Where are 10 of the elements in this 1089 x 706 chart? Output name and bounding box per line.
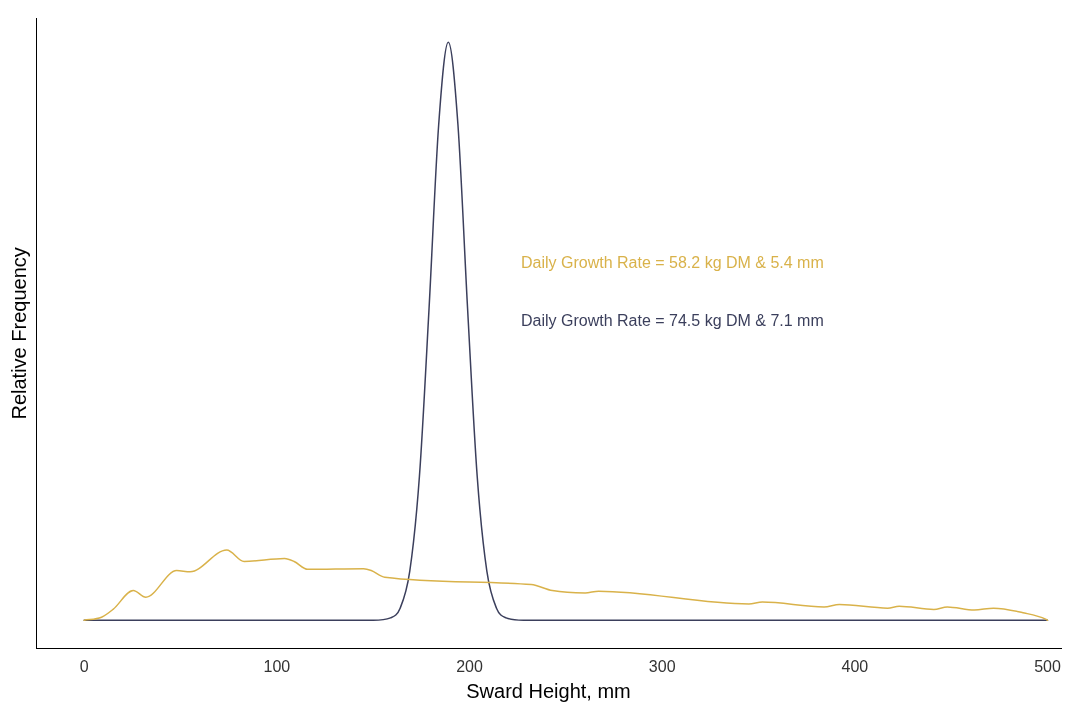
x-tick-label: 500 — [1034, 657, 1061, 675]
x-tick-label: 400 — [841, 657, 869, 675]
x-tick-label: 300 — [648, 657, 676, 675]
y-axis-title: Relative Frequency — [7, 247, 30, 420]
x-tick-label: 200 — [456, 657, 483, 675]
x-axis-title: Sward Height, mm — [466, 679, 631, 702]
x-tick-label: 0 — [79, 657, 89, 675]
annotation: Daily Growth Rate = 74.5 kg DM & 7.1 mm — [521, 312, 824, 330]
annotation: Daily Growth Rate = 58.2 kg DM & 5.4 mm — [521, 254, 824, 272]
x-tick-label: 100 — [263, 657, 291, 675]
